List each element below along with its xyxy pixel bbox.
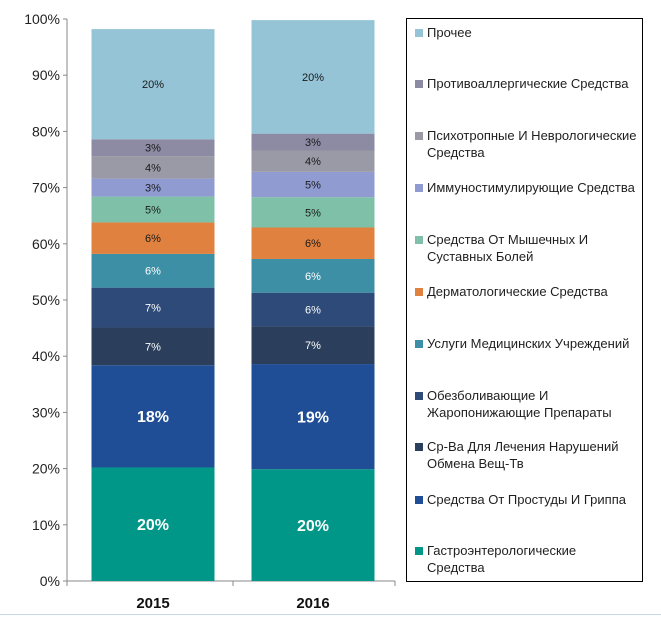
legend-label: Дерматологические Средства <box>427 284 608 299</box>
legend-item: Гастроэнтерологические Средства <box>415 542 637 576</box>
data-label: 6% <box>305 238 321 250</box>
bar-segment <box>251 133 375 151</box>
legend-swatch <box>415 547 423 555</box>
legend-item: Средства От Мышечных И Суставных Болей <box>415 231 637 265</box>
y-tick-label: 10% <box>32 517 60 533</box>
y-tick-label: 40% <box>32 348 60 364</box>
data-label: 7% <box>145 341 161 353</box>
y-tick-label: 100% <box>24 11 60 27</box>
data-label: 5% <box>305 179 321 191</box>
data-label: 20% <box>137 517 169 534</box>
bar-segment <box>251 150 375 172</box>
data-label: 6% <box>305 305 321 317</box>
x-tick-label: 2016 <box>296 595 329 612</box>
legend-label: Средства От Мышечных И Суставных Болей <box>427 232 589 264</box>
legend-swatch <box>415 132 423 140</box>
legend-swatch <box>415 29 423 37</box>
legend-item: Обезболивающие И Жаропонижающие Препарат… <box>415 387 637 421</box>
legend-swatch <box>415 496 423 504</box>
legend-swatch <box>415 340 423 348</box>
data-label: 5% <box>145 204 161 216</box>
legend-item: Иммуностимулирующие Средства <box>415 179 637 196</box>
bar-segment <box>251 326 375 365</box>
bar-segment <box>251 20 375 134</box>
legend-label: Обезболивающие И Жаропонижающие Препарат… <box>427 388 612 420</box>
bar-segment <box>251 469 375 581</box>
bar-segment <box>251 258 375 293</box>
bar-segment <box>91 156 215 179</box>
legend-item: Противоаллергические Средства <box>415 75 637 92</box>
bar-segment <box>251 171 375 198</box>
legend-label: Гастроэнтерологические Средства <box>427 543 577 575</box>
legend-swatch <box>415 392 423 400</box>
data-label: 5% <box>305 207 321 219</box>
bar-segment <box>91 139 215 157</box>
x-tick-label: 2015 <box>136 595 169 612</box>
legend-item: Дерматологические Средства <box>415 283 637 300</box>
legend-swatch <box>415 443 423 451</box>
data-label: 20% <box>142 79 164 91</box>
bar-segment <box>91 178 215 197</box>
bar-segment <box>91 253 215 288</box>
bar-segment <box>91 287 215 328</box>
y-tick-label: 80% <box>32 123 60 139</box>
legend-swatch <box>415 184 423 192</box>
bar-segment <box>251 227 375 259</box>
bar-segment <box>91 365 215 468</box>
bar-segment <box>251 292 375 327</box>
data-label: 3% <box>145 183 161 195</box>
bar-segment <box>251 197 375 228</box>
legend-swatch <box>415 80 423 88</box>
legend-label: Услуги Медицинских Учреждений <box>427 336 630 351</box>
legend-label: Прочее <box>427 25 472 40</box>
y-tick-label: 30% <box>32 404 60 420</box>
bar-segment <box>91 327 215 366</box>
legend-swatch <box>415 236 423 244</box>
y-tick-label: 20% <box>32 461 60 477</box>
bar-segment <box>251 364 375 470</box>
legend-label: Психотропные И Неврологические Средства <box>427 128 637 160</box>
data-label: 20% <box>297 518 329 535</box>
legend-label: Ср-Ва Для Лечения Нарушений Обмена Вещ-Т… <box>427 439 619 471</box>
y-tick-label: 60% <box>32 236 60 252</box>
y-tick-label: 50% <box>32 292 60 308</box>
data-label: 4% <box>305 156 321 168</box>
legend-item: Психотропные И Неврологические Средства <box>415 127 637 161</box>
y-tick-label: 90% <box>32 67 60 83</box>
bar-segment <box>91 467 215 581</box>
data-label: 7% <box>145 303 161 315</box>
legend-item: Средства От Простуды И Гриппа <box>415 491 637 508</box>
legend-label: Противоаллергические Средства <box>427 76 629 91</box>
legend-item: Прочее <box>415 24 637 41</box>
divider <box>0 614 661 615</box>
legend-item: Услуги Медицинских Учреждений <box>415 335 637 352</box>
data-label: 6% <box>305 271 321 283</box>
data-label: 6% <box>145 266 161 278</box>
data-label: 7% <box>305 340 321 352</box>
bar-segment <box>91 29 215 140</box>
legend-label: Средства От Простуды И Гриппа <box>427 492 626 507</box>
legend-item: Ср-Ва Для Лечения Нарушений Обмена Вещ-Т… <box>415 438 637 472</box>
data-label: 18% <box>137 409 169 426</box>
y-tick-label: 0% <box>40 573 60 589</box>
legend-label: Иммуностимулирующие Средства <box>427 180 635 195</box>
data-label: 6% <box>145 233 161 245</box>
chart-legend: Прочее Противоаллергические Средства Психо… <box>406 18 643 582</box>
y-tick-label: 70% <box>32 180 60 196</box>
bar-segment <box>91 222 215 254</box>
legend-swatch <box>415 288 423 296</box>
bar-segment <box>91 196 215 223</box>
data-label: 3% <box>305 137 321 149</box>
data-label: 19% <box>297 409 329 426</box>
data-label: 20% <box>302 72 324 84</box>
data-label: 4% <box>145 162 161 174</box>
data-label: 3% <box>145 143 161 155</box>
